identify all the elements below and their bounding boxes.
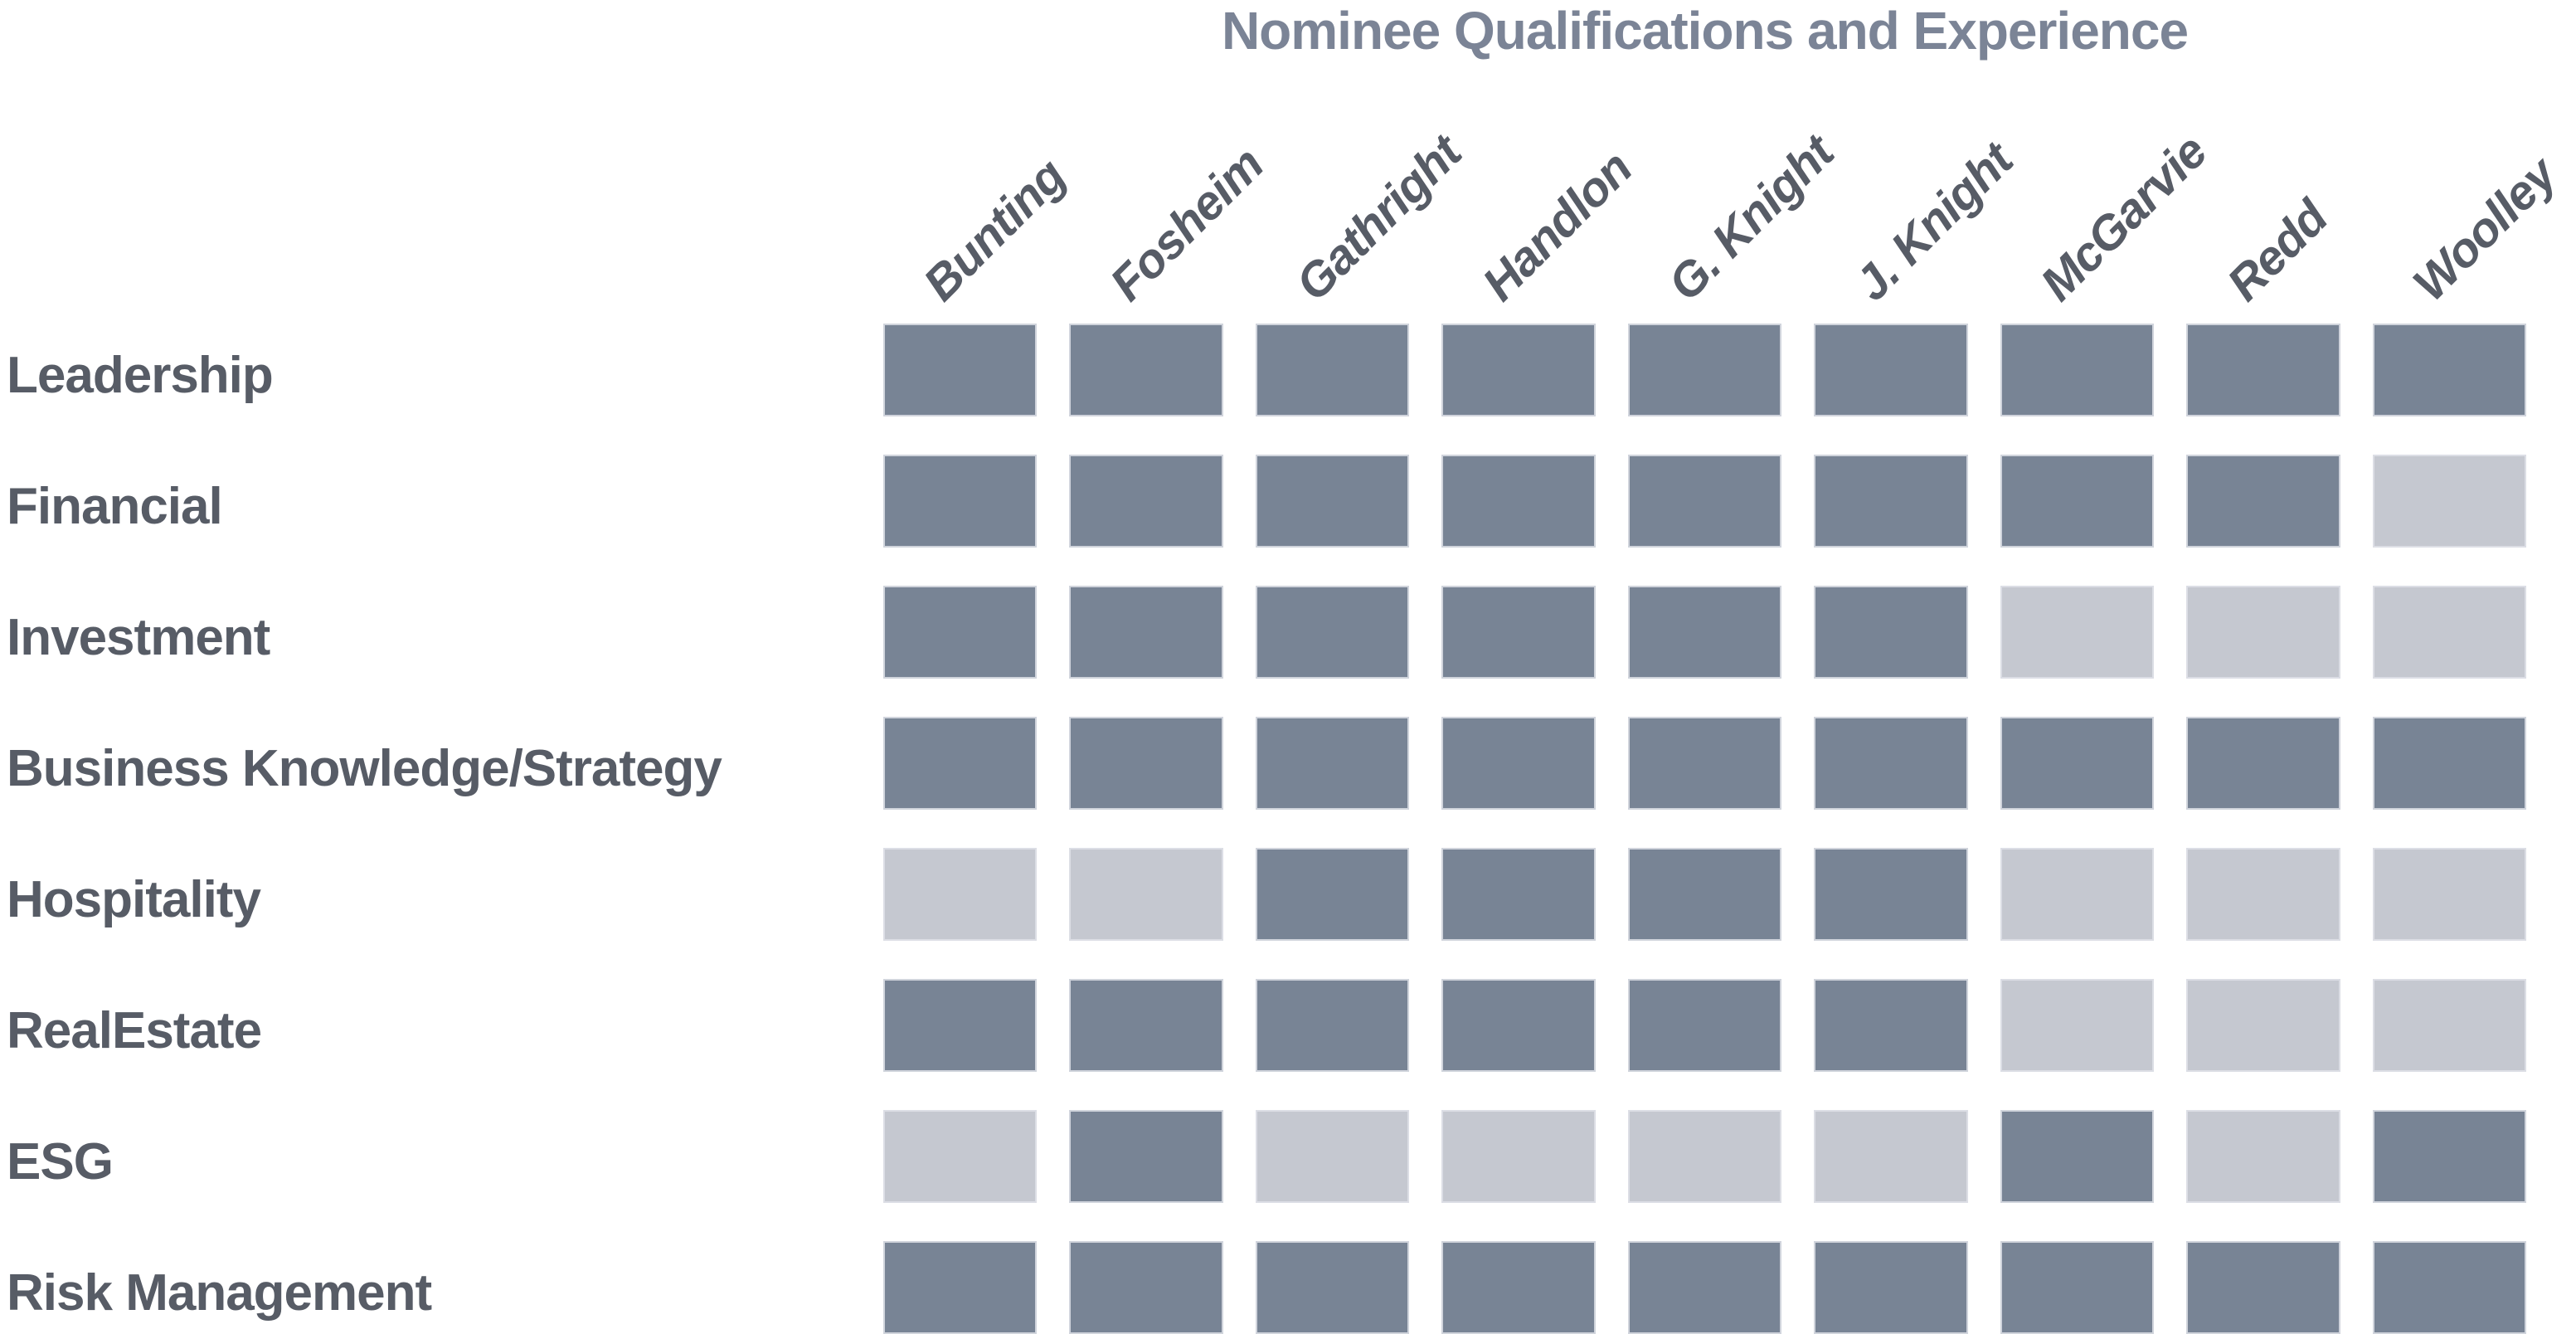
matrix-cell-esg-woolley [2372, 1110, 2526, 1203]
matrix-cell-hospitality-handlon [1441, 848, 1596, 941]
matrix-cell-realestate-j-knight [1814, 979, 1968, 1072]
matrix-cell-hospitality-gathright [1255, 848, 1410, 941]
chart-title: Nominee Qualifications and Experience [1221, 1, 2189, 61]
column-header-fosheim: Fosheim [1099, 137, 1274, 312]
matrix-cell-realestate-mcgarvie [2000, 979, 2155, 1072]
matrix-cell-investment-g-knight [1627, 586, 1782, 679]
matrix-cell-leadership-gathright [1255, 324, 1410, 416]
matrix-cell-hospitality-woolley [2372, 848, 2526, 941]
matrix-cell-financial-g-knight [1627, 455, 1782, 548]
row-label-leadership: Leadership [7, 346, 274, 404]
matrix-cell-investment-handlon [1441, 586, 1596, 679]
matrix-cell-esg-j-knight [1814, 1110, 1968, 1203]
matrix-cell-investment-fosheim [1069, 586, 1223, 679]
matrix-cell-financial-gathright [1255, 455, 1410, 548]
matrix-cell-business-knowledge-strategy-fosheim [1069, 717, 1223, 810]
matrix-cell-leadership-mcgarvie [2000, 324, 2155, 416]
column-header-j-knight: J. Knight [1844, 133, 2023, 312]
qualification-matrix-grid [883, 324, 2526, 1334]
matrix-cell-esg-g-knight [1627, 1110, 1782, 1203]
column-header-bunting: Bunting [913, 148, 1077, 312]
row-label-hospitality: Hospitality [7, 870, 261, 928]
matrix-cell-esg-gathright [1255, 1110, 1410, 1203]
row-label-risk-management: Risk Management [7, 1263, 432, 1322]
matrix-cell-business-knowledge-strategy-woolley [2372, 717, 2526, 810]
row-labels: Leadership Financial Investment Business Kn… [7, 324, 877, 1334]
matrix-cell-financial-j-knight [1814, 455, 1968, 548]
column-header-handlon: Handlon [1471, 141, 1642, 312]
matrix-cell-investment-j-knight [1814, 586, 1968, 679]
column-header-g-knight: G. Knight [1658, 125, 1845, 312]
matrix-cell-realestate-fosheim [1069, 979, 1223, 1072]
column-header-mcgarvie: McGarvie [2030, 124, 2218, 312]
matrix-cell-hospitality-g-knight [1627, 848, 1782, 941]
matrix-cell-realestate-g-knight [1627, 979, 1782, 1072]
matrix-cell-leadership-j-knight [1814, 324, 1968, 416]
matrix-cell-financial-fosheim [1069, 455, 1223, 548]
matrix-cell-leadership-bunting [883, 324, 1038, 416]
matrix-cell-realestate-redd [2186, 979, 2340, 1072]
column-headers: Bunting Fosheim Gathright Handlon G. Knight J… [883, 58, 2566, 319]
matrix-cell-business-knowledge-strategy-redd [2186, 717, 2340, 810]
matrix-cell-investment-mcgarvie [2000, 586, 2155, 679]
matrix-cell-realestate-handlon [1441, 979, 1596, 1072]
matrix-cell-financial-handlon [1441, 455, 1596, 548]
matrix-cell-realestate-woolley [2372, 979, 2526, 1072]
matrix-cell-hospitality-j-knight [1814, 848, 1968, 941]
matrix-cell-leadership-handlon [1441, 324, 1596, 416]
matrix-cell-realestate-bunting [883, 979, 1038, 1072]
row-label-realestate: RealEstate [7, 1001, 262, 1059]
matrix-cell-risk-management-gathright [1255, 1241, 1410, 1334]
matrix-cell-risk-management-mcgarvie [2000, 1241, 2155, 1334]
matrix-cell-business-knowledge-strategy-bunting [883, 717, 1038, 810]
matrix-cell-risk-management-j-knight [1814, 1241, 1968, 1334]
row-label-financial: Financial [7, 477, 223, 535]
row-label-investment: Investment [7, 608, 270, 666]
matrix-cell-leadership-redd [2186, 324, 2340, 416]
matrix-cell-business-knowledge-strategy-handlon [1441, 717, 1596, 810]
matrix-cell-esg-handlon [1441, 1110, 1596, 1203]
matrix-cell-leadership-fosheim [1069, 324, 1223, 416]
matrix-cell-hospitality-redd [2186, 848, 2340, 941]
column-header-woolley: Woolley [2403, 147, 2567, 312]
matrix-cell-risk-management-woolley [2372, 1241, 2526, 1334]
matrix-cell-hospitality-mcgarvie [2000, 848, 2155, 941]
row-label-business-knowledge-strategy: Business Knowledge/Strategy [7, 739, 722, 797]
column-header-redd: Redd [2216, 190, 2338, 312]
matrix-cell-leadership-woolley [2372, 324, 2526, 416]
row-label-esg: ESG [7, 1132, 114, 1190]
matrix-cell-risk-management-bunting [883, 1241, 1038, 1334]
matrix-cell-risk-management-redd [2186, 1241, 2340, 1334]
matrix-cell-esg-bunting [883, 1110, 1038, 1203]
matrix-cell-risk-management-g-knight [1627, 1241, 1782, 1334]
matrix-cell-business-knowledge-strategy-g-knight [1627, 717, 1782, 810]
matrix-cell-financial-bunting [883, 455, 1038, 548]
matrix-cell-financial-redd [2186, 455, 2340, 548]
matrix-cell-esg-fosheim [1069, 1110, 1223, 1203]
matrix-cell-realestate-gathright [1255, 979, 1410, 1072]
matrix-cell-risk-management-handlon [1441, 1241, 1596, 1334]
matrix-cell-financial-woolley [2372, 455, 2526, 548]
matrix-cell-hospitality-fosheim [1069, 848, 1223, 941]
matrix-cell-leadership-g-knight [1627, 324, 1782, 416]
matrix-cell-business-knowledge-strategy-mcgarvie [2000, 717, 2155, 810]
matrix-cell-business-knowledge-strategy-j-knight [1814, 717, 1968, 810]
matrix-cell-esg-mcgarvie [2000, 1110, 2155, 1203]
matrix-cell-risk-management-fosheim [1069, 1241, 1223, 1334]
matrix-cell-financial-mcgarvie [2000, 455, 2155, 548]
matrix-cell-investment-redd [2186, 586, 2340, 679]
matrix-cell-business-knowledge-strategy-gathright [1255, 717, 1410, 810]
matrix-cell-investment-woolley [2372, 586, 2526, 679]
matrix-cell-investment-gathright [1255, 586, 1410, 679]
column-header-gathright: Gathright [1286, 124, 1472, 312]
matrix-cell-esg-redd [2186, 1110, 2340, 1203]
matrix-cell-investment-bunting [883, 586, 1038, 679]
matrix-cell-hospitality-bunting [883, 848, 1038, 941]
